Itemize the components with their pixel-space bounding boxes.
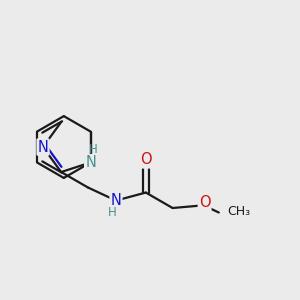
- Text: CH₃: CH₃: [227, 205, 250, 218]
- Text: N: N: [110, 193, 122, 208]
- Text: N: N: [38, 140, 48, 154]
- Text: N: N: [85, 155, 96, 170]
- Text: H: H: [88, 143, 97, 156]
- Text: H: H: [108, 206, 117, 219]
- Text: O: O: [140, 152, 152, 167]
- Text: O: O: [199, 195, 210, 210]
